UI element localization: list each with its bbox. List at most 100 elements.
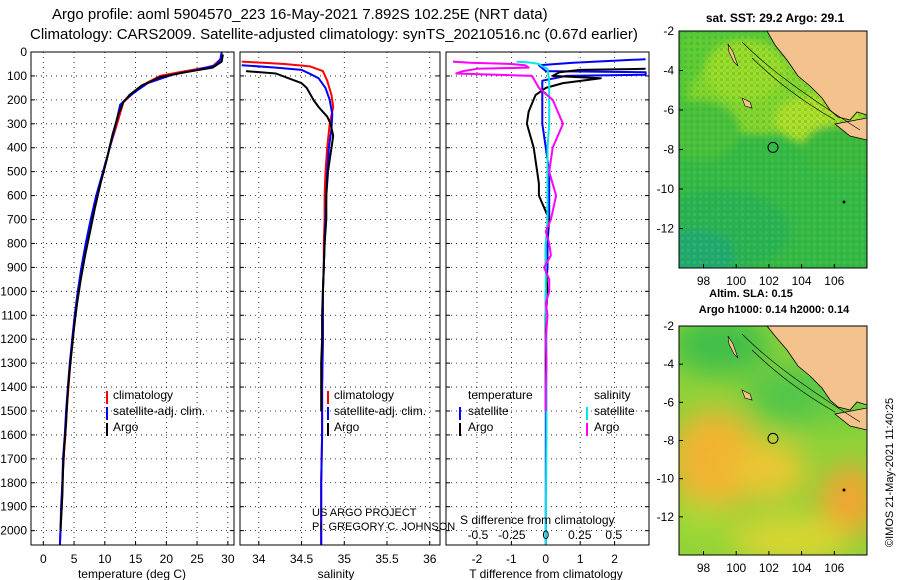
salinity-grid (240, 51, 440, 545)
legend-temp-satellite-label: satellite (468, 404, 509, 418)
x-tick-label: 0 (542, 552, 549, 566)
series-line-argo (59, 54, 224, 531)
lon-tick-label: 98 (697, 561, 711, 575)
s-difference-axis-label: S difference from climatology (460, 513, 615, 527)
sla-map-subtitle: Argo h1000: 0.14 h2000: 0.14 (699, 304, 850, 316)
x-tick-label: 2 (611, 552, 618, 566)
lat-tick-label: -4 (663, 64, 674, 78)
salinity-panel: 34 34.5 35 35.5 36 salinity climatology sate… (239, 51, 455, 580)
sla-map-lat-ticks: -2 -4 -6 -8 -10 -12 (657, 319, 683, 524)
y-tick-label: 400 (7, 141, 27, 155)
sst-map-panel: sat. SST: 29.2 Argo: 29.1 - (657, 11, 868, 288)
lon-tick-label: 106 (824, 274, 844, 288)
x-tick-label: 34 (252, 552, 266, 566)
java-land (834, 407, 867, 431)
lon-tick-label: 102 (759, 561, 779, 575)
legend-satellite-label: satellite-adj. clim. (334, 404, 426, 418)
sla-map-panel: Altim. SLA: 0.15 Argo h1000: 0.14 h2000:… (657, 288, 868, 575)
temperature-panel: 0100200300400500600700800900100011001200… (0, 45, 235, 580)
x-tick-label: 35.5 (375, 552, 399, 566)
legend-argo-label: Argo (334, 420, 360, 434)
lon-tick-label: 104 (792, 274, 812, 288)
float-position-marker (767, 432, 779, 444)
lat-tick-label: -2 (663, 319, 674, 333)
sst-map-title: sat. SST: 29.2 Argo: 29.1 (706, 11, 845, 25)
series-line-argo (245, 70, 335, 411)
legend-temp-argo-label: Argo (468, 420, 494, 434)
y-tick-label: 1500 (0, 404, 27, 418)
x-tick-label: 1 (577, 552, 584, 566)
island-land (727, 335, 739, 359)
x-tick-label: 5 (71, 552, 78, 566)
s-difference-tick-labels: -0.5 -0.25 0 0.25 0.5 (468, 528, 623, 542)
x-tick-label: 20 (160, 552, 174, 566)
temperature-axes-frame (30, 51, 235, 546)
series-line-temperature-argo (525, 67, 646, 411)
y-tick-label: 1700 (0, 452, 27, 466)
t-difference-axis-label: T difference from climatology (469, 567, 623, 580)
series-line-climatology (241, 60, 335, 545)
temperature-grid (31, 51, 234, 545)
lat-tick-label: -12 (657, 510, 675, 524)
sst-map-lat-ticks: -2 -4 -6 -8 -10 -12 (657, 24, 683, 236)
temperature-curves (58, 52, 224, 545)
series-line-climatology (58, 52, 223, 545)
java-land (834, 117, 867, 141)
salinity-axes-frame (239, 51, 441, 546)
temperature-legend: climatology satellite-adj. clim. Argo (106, 388, 205, 436)
y-tick-label: 300 (7, 117, 27, 131)
lon-tick-label: 100 (726, 561, 746, 575)
lat-tick-label: -2 (663, 24, 674, 38)
legend-sal-satellite-label: satellite (594, 404, 635, 418)
lon-tick-label: 104 (792, 561, 812, 575)
y-tick-label: 100 (7, 69, 27, 83)
legend-climatology-label: climatology (113, 388, 173, 402)
y-tick-label: 1600 (0, 428, 27, 442)
y-tick-label: 1100 (1, 308, 27, 322)
lat-tick-label: -4 (663, 357, 674, 371)
y-tick-label: 0 (20, 45, 27, 59)
y-tick-label: 1300 (0, 356, 27, 370)
s-diff-tick-label: 0.5 (605, 528, 622, 542)
x-tick-label: 0 (40, 552, 47, 566)
sumatra-land (766, 31, 867, 121)
float-position-marker (767, 141, 779, 153)
legend-salinity-title: salinity (594, 388, 631, 402)
legend-sal-argo-label: Argo (594, 420, 620, 434)
sst-map-lon-ticks: 98 100 102 104 106 (697, 264, 845, 288)
y-tick-label: 1400 (0, 380, 27, 394)
project-annotation: US ARGO PROJECT (312, 507, 417, 519)
difference-panel: -2 -1 0 1 2 -0.5 -0.25 0 0.25 0.5 T difference f… (445, 51, 650, 580)
x-tick-label: 35 (338, 552, 352, 566)
difference-legend: temperature satellite Argo salinity sate… (459, 388, 635, 436)
x-tick-label: 10 (98, 552, 112, 566)
series-line-satellite-adj-clim- (58, 52, 223, 545)
s-diff-tick-label: 0 (542, 528, 549, 542)
plot-title-line1: Argo profile: aoml 5904570_223 16-May-20… (52, 6, 548, 23)
lat-tick-label: -10 (657, 182, 675, 196)
legend-satellite-label: satellite-adj. clim. (113, 404, 205, 418)
salinity-tick-labels: 34 34.5 35 35.5 36 (252, 552, 437, 566)
s-diff-tick-label: 0.25 (568, 528, 592, 542)
x-tick-label: 15 (129, 552, 143, 566)
x-tick-label: 36 (423, 552, 437, 566)
y-tick-label: 900 (7, 260, 27, 274)
pi-annotation: PI: GREGORY C. JOHNSON (312, 521, 455, 533)
island-land (741, 389, 753, 401)
y-tick-label: 1900 (0, 500, 27, 514)
x-tick-label: -2 (472, 552, 483, 566)
sla-map-title: Altim. SLA: 0.15 (709, 288, 793, 300)
lon-tick-label: 98 (697, 274, 711, 288)
y-tick-label: 600 (7, 189, 27, 203)
salinity-curves (241, 60, 335, 545)
legend-argo-label: Argo (113, 420, 139, 434)
lat-tick-label: -6 (663, 103, 674, 117)
lat-tick-label: -8 (663, 434, 674, 448)
island-land (727, 43, 739, 67)
x-tick-label: 34.5 (290, 552, 314, 566)
x-tick-label: -1 (506, 552, 517, 566)
y-tick-label: 800 (7, 236, 27, 250)
plot-title-line2: Climatology: CARS2009. Satellite-adjuste… (30, 26, 638, 43)
lat-tick-label: -12 (657, 222, 675, 236)
series-line-salinity-satellite (516, 60, 551, 545)
